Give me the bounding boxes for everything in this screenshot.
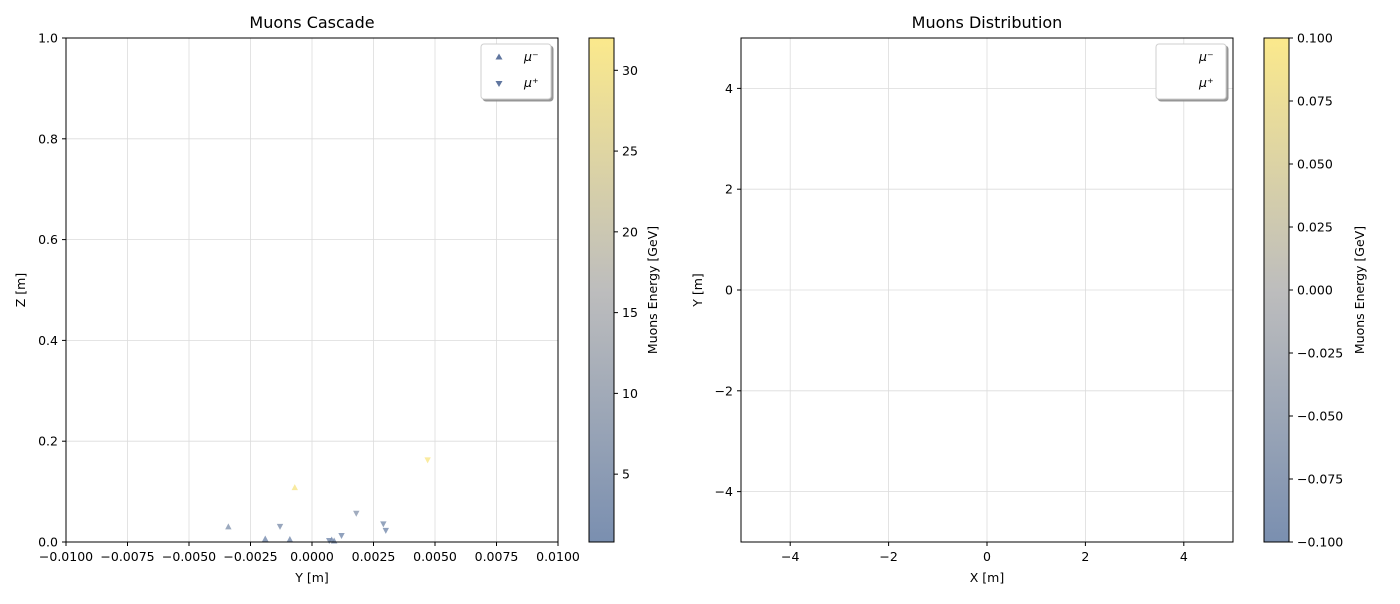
x-tick-label: 0 [983,549,991,564]
x-tick-label: 4 [1180,549,1188,564]
x-tick-label: −0.0075 [100,549,154,564]
colorbar-tick-label: 5 [622,467,630,482]
legend-label-mu-minus: μ⁻ [523,49,539,64]
data-point-mu-minus [291,484,298,491]
data-point-mu-plus [382,527,389,534]
colorbar-tick-label: −0.075 [1297,472,1343,487]
chart-title: Muons Distribution [912,13,1063,32]
y-tick-label: 0 [725,283,733,298]
colorbar-tick-label: 0.025 [1297,220,1333,235]
y-tick-label: 0.4 [38,333,58,348]
chart-title: Muons Cascade [249,13,374,32]
y-axis-ticks: −4 −2 0 2 4 [715,81,741,499]
gridlines [65,37,559,543]
panel-muons-distribution: Muons Distribution −4 −2 0 2 4 −4 −2 0 2 4 X [m]… [690,13,1367,585]
colorbar-gradient [588,37,615,543]
x-tick-label: −0.0025 [223,549,277,564]
y-tick-label: −4 [715,484,733,499]
colorbar-tick-label: 0.075 [1297,94,1333,109]
x-tick-label: 0.0000 [290,549,334,564]
y-tick-label: 4 [725,81,733,96]
x-tick-label: −0.0050 [162,549,216,564]
x-tick-label: 0.0075 [475,549,519,564]
x-tick-label: 0.0100 [536,549,580,564]
x-axis-label: Y [m] [294,570,329,585]
colorbar-tick-label: 20 [622,224,638,239]
data-point-mu-plus [353,510,360,517]
colorbar-tick-label: 0.100 [1297,31,1333,46]
y-tick-label: 2 [725,182,733,197]
x-axis-ticks: −0.0100 −0.0075 −0.0050 −0.0025 0.0000 0.0025… [39,542,580,564]
legend-marker-mu-plus [495,81,503,87]
y-axis-ticks: 0.0 0.2 0.4 0.6 0.8 1.0 [38,31,66,550]
legend-marker-mu-minus [495,53,503,60]
colorbar-tick-label: −0.025 [1297,346,1343,361]
legend-box [480,43,552,100]
legend-label-mu-minus: μ⁻ [1198,49,1214,64]
x-tick-label: −0.0100 [39,549,93,564]
x-tick-label: 0.0050 [413,549,457,564]
legend-box [1155,43,1227,100]
colorbar-label: Muons Energy [GeV] [1352,226,1367,354]
colorbar-ticks: 5 10 15 20 25 30 [614,63,638,482]
data-point-mu-plus [326,537,333,544]
colorbar-tick-label: 0.050 [1297,157,1333,172]
y-tick-label: 0.0 [38,535,58,550]
data-point-mu-plus [276,523,284,530]
legend: μ⁻ μ⁺ [480,43,552,100]
data-point-mu-plus [380,521,387,528]
data-point-mu-plus [338,532,345,539]
y-axis-label: Z [m] [13,273,28,307]
data-point-mu-minus [225,523,232,530]
data-points [225,457,431,544]
y-tick-label: 1.0 [38,31,58,46]
legend-label-mu-plus: μ⁺ [523,75,539,90]
x-tick-label: 2 [1081,549,1089,564]
gridlines [741,38,1233,542]
legend: μ⁻ μ⁺ [1155,43,1227,100]
x-tick-label: 0.0025 [352,549,396,564]
colorbar-tick-label: −0.050 [1297,409,1343,424]
x-tick-label: −2 [879,549,897,564]
panel-muons-cascade: Muons Cascade −0.0100 −0.0075 −0.0050 −0.00… [13,13,660,585]
legend-label-mu-plus: μ⁺ [1198,75,1214,90]
colorbar-ticks: −0.100 −0.075 −0.050 −0.025 0.000 0.025 0.050 0… [1289,31,1343,550]
y-tick-label: 0.6 [38,232,58,247]
colorbar-tick-label: 0.000 [1297,283,1333,298]
colorbar-tick-label: 30 [622,63,638,78]
colorbar-gradient [1263,37,1290,543]
colorbar-tick-label: −0.100 [1297,535,1343,550]
x-tick-label: −4 [781,549,799,564]
data-point-mu-minus [286,535,294,542]
y-tick-label: −2 [715,383,733,398]
y-axis-label: Y [m] [690,273,705,308]
x-axis-ticks: −4 −2 0 2 4 [781,542,1188,564]
colorbar-label: Muons Energy [GeV] [645,226,660,354]
colorbar: −0.100 −0.075 −0.050 −0.025 0.000 0.025 0.050 0… [1263,31,1367,550]
colorbar-tick-label: 25 [622,144,638,159]
colorbar-tick-label: 15 [622,305,638,320]
y-tick-label: 0.8 [38,131,58,146]
data-point-mu-minus [262,535,269,542]
data-point-mu-plus [424,457,431,464]
colorbar-tick-label: 10 [622,386,638,401]
colorbar: 5 10 15 20 25 30 Muons Energy [GeV] [588,37,660,543]
x-axis-label: X [m] [970,570,1004,585]
y-tick-label: 0.2 [38,434,58,449]
